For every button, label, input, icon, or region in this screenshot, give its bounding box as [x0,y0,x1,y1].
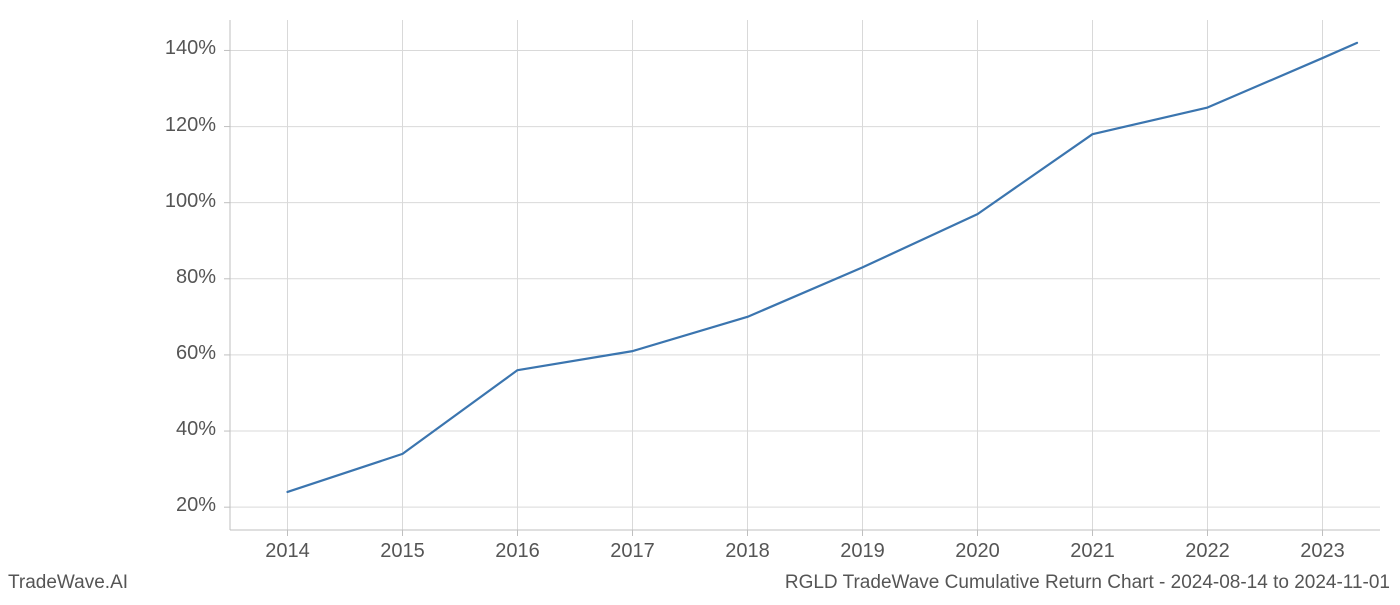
y-tick-label: 60% [0,342,216,365]
x-tick-label: 2017 [610,540,655,563]
y-tick-label: 40% [0,418,216,441]
chart-caption: RGLD TradeWave Cumulative Return Chart -… [785,572,1390,594]
x-tick-label: 2018 [725,540,770,563]
x-tick-label: 2023 [1300,540,1345,563]
x-tick-label: 2022 [1185,540,1230,563]
y-tick-label: 120% [0,114,216,137]
y-tick-label: 20% [0,494,216,517]
x-tick-label: 2014 [265,540,310,563]
y-tick-label: 100% [0,190,216,213]
watermark-left: TradeWave.AI [8,572,128,594]
x-tick-label: 2016 [495,540,540,563]
x-tick-label: 2020 [955,540,1000,563]
x-tick-label: 2021 [1070,540,1115,563]
y-tick-label: 80% [0,266,216,289]
y-tick-label: 140% [0,37,216,60]
x-tick-label: 2019 [840,540,885,563]
x-tick-label: 2015 [380,540,425,563]
